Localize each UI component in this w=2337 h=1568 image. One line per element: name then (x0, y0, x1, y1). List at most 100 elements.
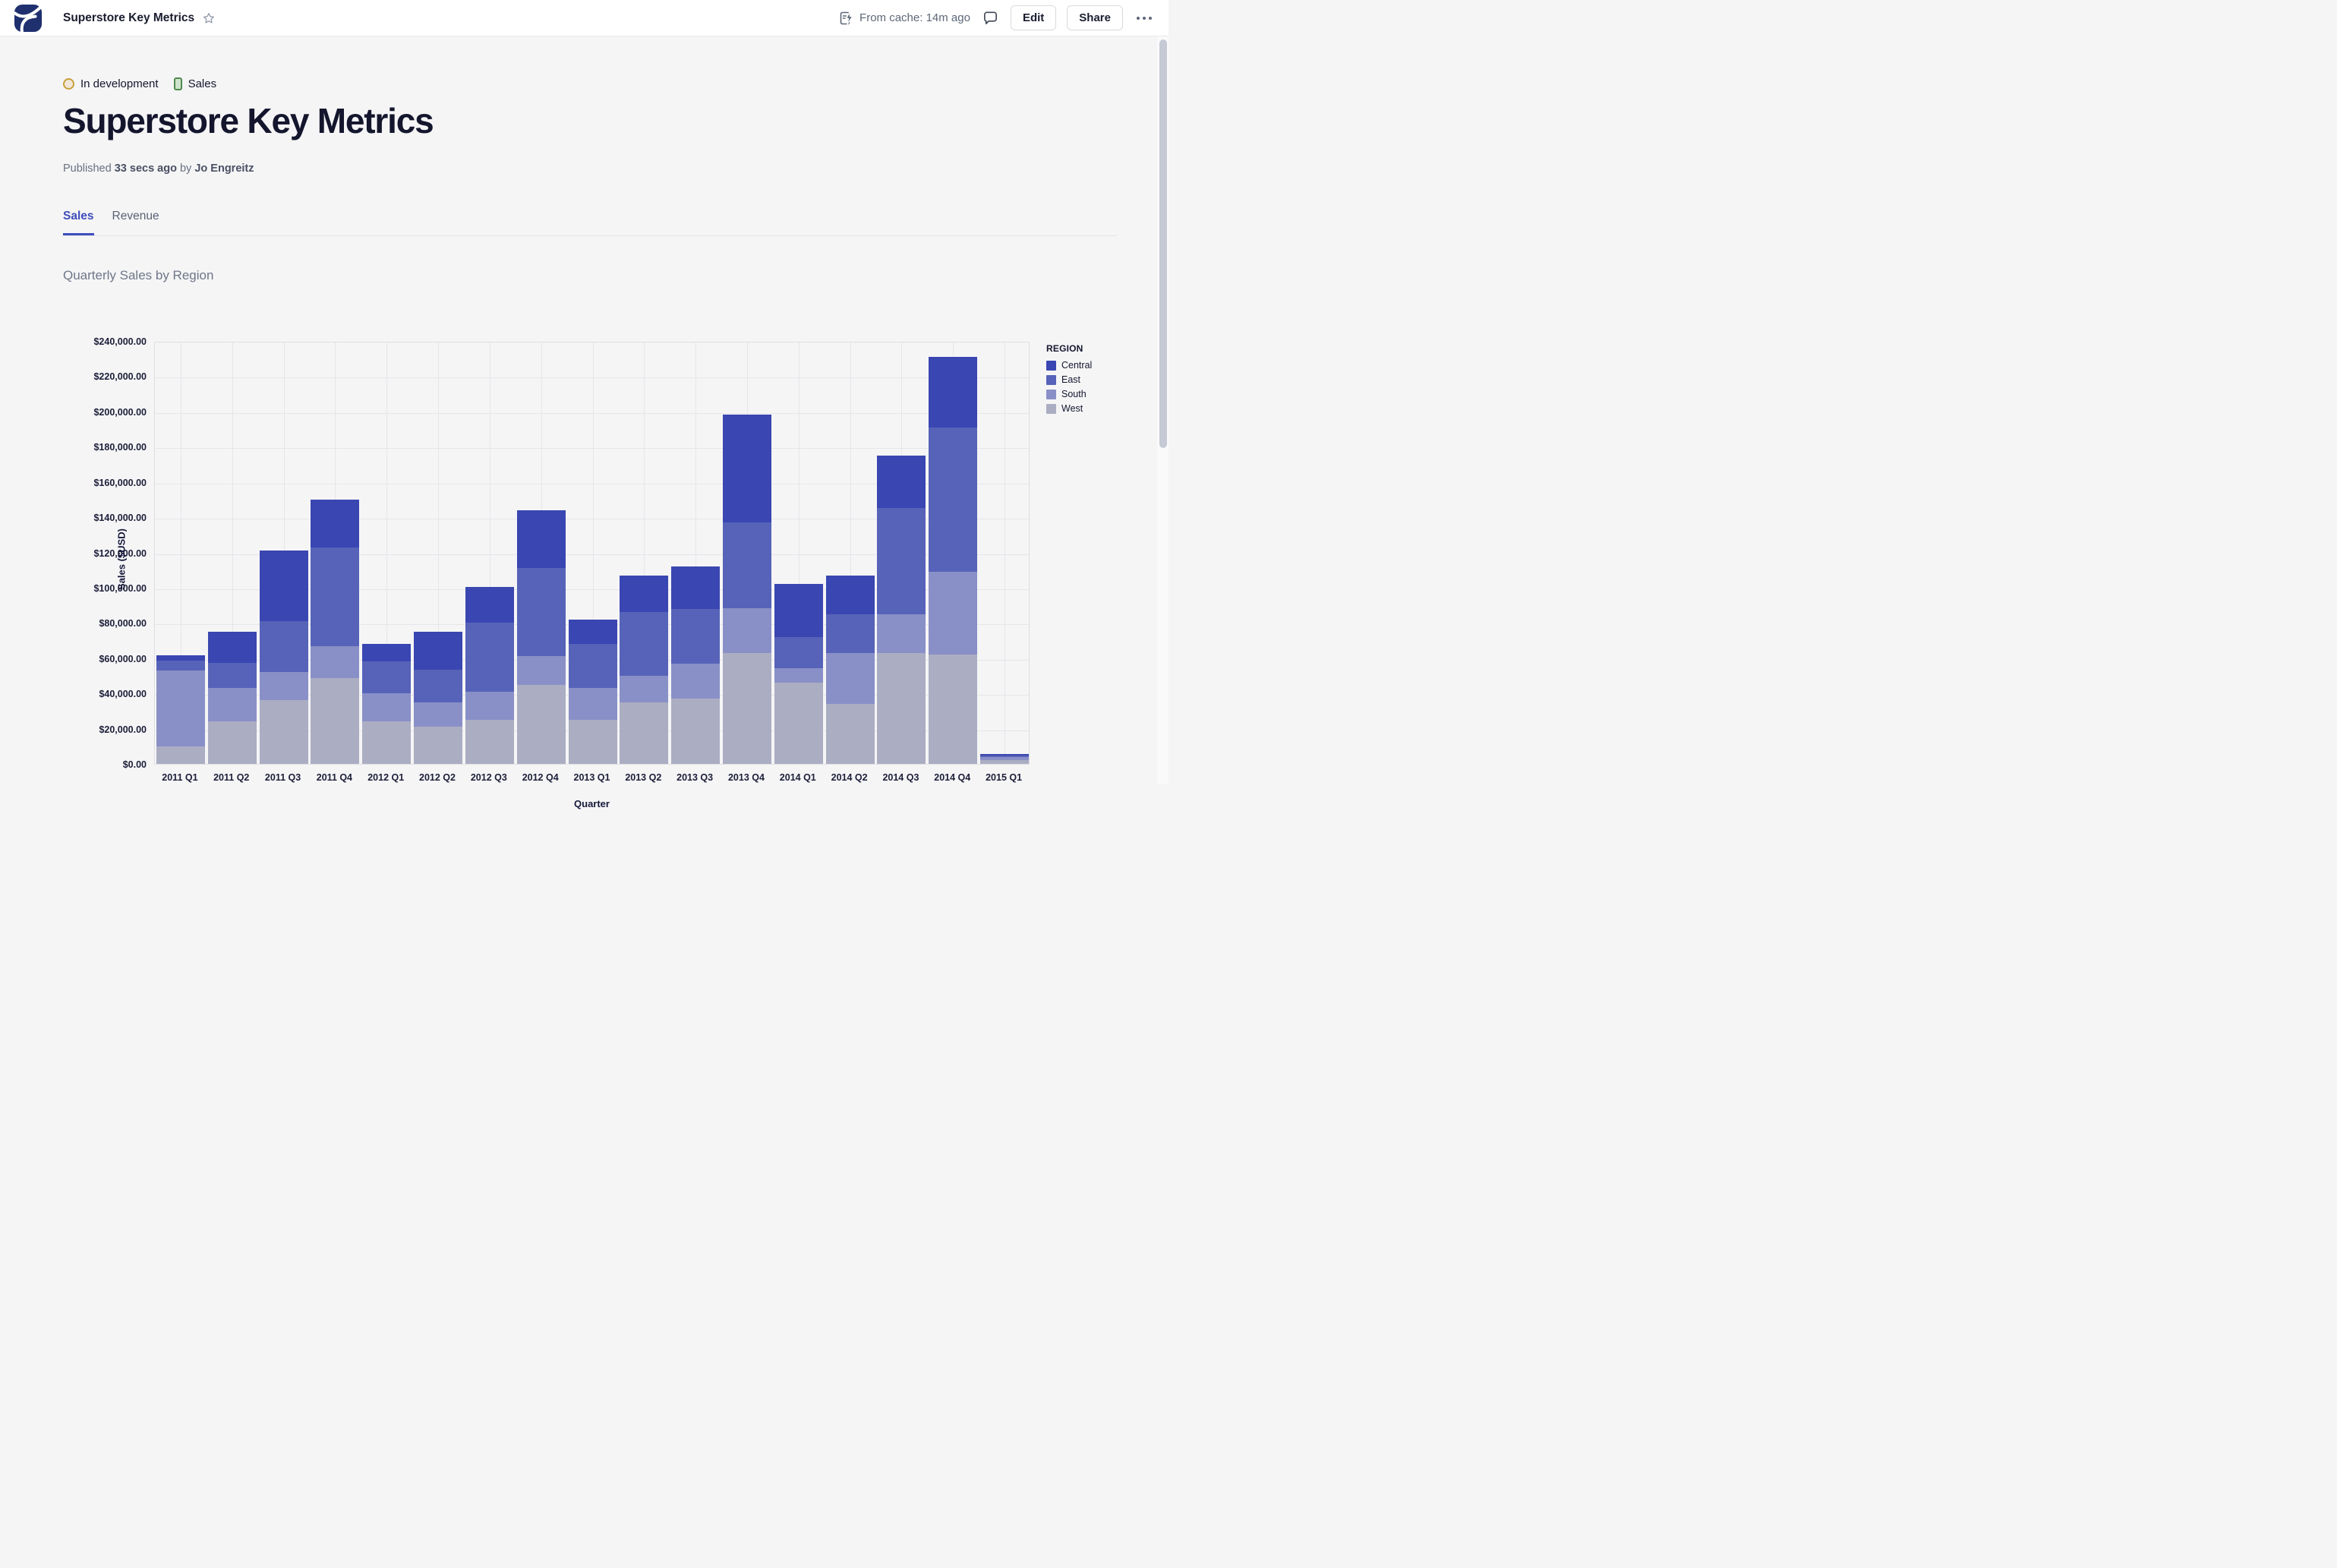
gridline-vertical (850, 342, 851, 764)
bar-segment-east-2013-Q2[interactable] (620, 612, 669, 676)
bar-segment-south-2012-Q4[interactable] (516, 656, 566, 685)
bar-segment-south-2013-Q3[interactable] (671, 663, 721, 699)
published-by: by (179, 162, 192, 175)
bar-segment-west-2013-Q3[interactable] (671, 699, 721, 764)
x-axis-tick-label: 2013 Q1 (573, 772, 610, 783)
legend-swatch-icon (1046, 374, 1056, 385)
bar-segment-south-2015-Q1[interactable] (980, 756, 1030, 760)
bar-segment-south-2011-Q2[interactable] (207, 688, 257, 722)
bar-segment-south-2012-Q3[interactable] (465, 691, 514, 720)
category-badge[interactable]: Sales (173, 77, 216, 90)
bar-segment-south-2013-Q1[interactable] (568, 688, 617, 720)
bar-segment-central-2013-Q3[interactable] (671, 566, 721, 609)
bar-segment-east-2013-Q3[interactable] (671, 608, 721, 664)
status-circle-icon (63, 78, 74, 90)
bar-segment-east-2012-Q2[interactable] (414, 669, 463, 702)
bar-segment-east-2011-Q1[interactable] (156, 661, 205, 670)
bar-segment-central-2011-Q3[interactable] (259, 551, 308, 622)
tab-revenue[interactable]: Revenue (112, 210, 159, 222)
bar-segment-east-2012-Q1[interactable] (362, 661, 412, 694)
bar-segment-west-2014-Q4[interactable] (929, 655, 978, 764)
bar-segment-west-2011-Q4[interactable] (311, 678, 360, 764)
bar-segment-south-2014-Q4[interactable] (929, 572, 978, 655)
bar-segment-east-2014-Q2[interactable] (825, 614, 875, 653)
legend-item-east[interactable]: East (1046, 374, 1092, 385)
bar-segment-south-2014-Q3[interactable] (877, 614, 926, 653)
bar-segment-south-2013-Q4[interactable] (722, 607, 771, 653)
bar-segment-central-2015-Q1[interactable] (980, 753, 1030, 756)
bar-segment-west-2013-Q4[interactable] (722, 652, 771, 764)
legend-item-south[interactable]: South (1046, 389, 1092, 399)
bar-segment-central-2012-Q3[interactable] (465, 586, 514, 623)
bar-segment-central-2014-Q3[interactable] (877, 455, 926, 509)
bar-segment-central-2013-Q4[interactable] (722, 415, 771, 523)
gridline-horizontal (155, 588, 1029, 590)
hex-logo-icon[interactable] (14, 4, 43, 33)
share-button[interactable]: Share (1067, 5, 1123, 30)
bar-segment-east-2013-Q1[interactable] (568, 644, 617, 689)
legend-item-central[interactable]: Central (1046, 360, 1092, 371)
bar-segment-east-2014-Q4[interactable] (929, 427, 978, 573)
bar-segment-east-2013-Q4[interactable] (722, 522, 771, 608)
bar-segment-south-2014-Q2[interactable] (825, 652, 875, 705)
edit-button[interactable]: Edit (1010, 5, 1057, 30)
legend-item-west[interactable]: West (1046, 403, 1092, 414)
bar-segment-west-2012-Q2[interactable] (414, 727, 463, 764)
bar-segment-south-2013-Q2[interactable] (620, 675, 669, 702)
bar-segment-central-2013-Q1[interactable] (568, 619, 617, 645)
status-badge[interactable]: In development (63, 77, 159, 90)
bar-segment-central-2011-Q1[interactable] (156, 655, 205, 661)
bar-segment-west-2015-Q1[interactable] (980, 759, 1030, 764)
bar-segment-west-2012-Q4[interactable] (516, 684, 566, 764)
cache-status-text: From cache: 14m ago (859, 11, 970, 24)
scrollbar-track[interactable] (1157, 36, 1168, 784)
bar-segment-west-2014-Q3[interactable] (877, 652, 926, 764)
bar-segment-west-2014-Q2[interactable] (825, 704, 875, 764)
bar-segment-west-2013-Q2[interactable] (620, 702, 669, 764)
bar-segment-east-2011-Q3[interactable] (259, 621, 308, 673)
bar-segment-east-2011-Q4[interactable] (311, 547, 360, 646)
bar-segment-central-2011-Q4[interactable] (311, 499, 360, 547)
star-icon[interactable] (202, 11, 216, 25)
more-dots-icon[interactable] (1137, 16, 1152, 20)
bar-segment-east-2011-Q2[interactable] (207, 662, 257, 689)
bar-segment-west-2013-Q1[interactable] (568, 719, 617, 764)
gridline-vertical (592, 342, 594, 764)
window-title: Superstore Key Metrics (63, 11, 195, 24)
bar-segment-east-2014-Q3[interactable] (877, 508, 926, 614)
bar-segment-south-2011-Q1[interactable] (156, 670, 205, 746)
bar-segment-west-2014-Q1[interactable] (774, 683, 823, 764)
bar-segment-west-2011-Q3[interactable] (259, 700, 308, 764)
tab-sales[interactable]: Sales (63, 210, 94, 235)
bar-segment-central-2012-Q2[interactable] (414, 631, 463, 670)
comment-button[interactable] (981, 8, 1000, 27)
gridline-horizontal (155, 377, 1029, 379)
y-axis-tick-label: $200,000.00 (93, 406, 147, 418)
x-axis-tick-label: 2012 Q3 (470, 772, 507, 783)
bar-segment-central-2011-Q2[interactable] (207, 631, 257, 663)
bar-segment-east-2012-Q4[interactable] (516, 568, 566, 657)
bar-segment-central-2014-Q2[interactable] (825, 575, 875, 614)
bar-segment-central-2014-Q4[interactable] (929, 356, 978, 427)
category-bar-icon (173, 77, 182, 90)
bar-segment-central-2013-Q2[interactable] (620, 575, 669, 613)
scrollbar-thumb[interactable] (1159, 39, 1167, 448)
bar-segment-south-2012-Q2[interactable] (414, 702, 463, 727)
bar-segment-south-2012-Q1[interactable] (362, 693, 412, 722)
bar-segment-east-2012-Q3[interactable] (465, 623, 514, 692)
published-author[interactable]: Jo Engreitz (194, 162, 254, 175)
bar-segment-west-2012-Q1[interactable] (362, 721, 412, 764)
bar-segment-central-2012-Q4[interactable] (516, 510, 566, 569)
bar-segment-west-2012-Q3[interactable] (465, 719, 514, 764)
bar-segment-west-2011-Q1[interactable] (156, 746, 205, 764)
bar-segment-central-2012-Q1[interactable] (362, 644, 412, 662)
bar-segment-west-2011-Q2[interactable] (207, 721, 257, 764)
bar-segment-south-2014-Q1[interactable] (774, 667, 823, 683)
bar-segment-south-2011-Q4[interactable] (311, 645, 360, 679)
gridline-vertical (386, 342, 388, 764)
bar-segment-central-2014-Q1[interactable] (774, 584, 823, 637)
bar-segment-east-2015-Q1[interactable] (980, 755, 1030, 757)
bar-segment-south-2011-Q3[interactable] (259, 672, 308, 701)
bar-segment-east-2014-Q1[interactable] (774, 636, 823, 668)
x-axis-tick-label: 2015 Q1 (986, 772, 1023, 783)
